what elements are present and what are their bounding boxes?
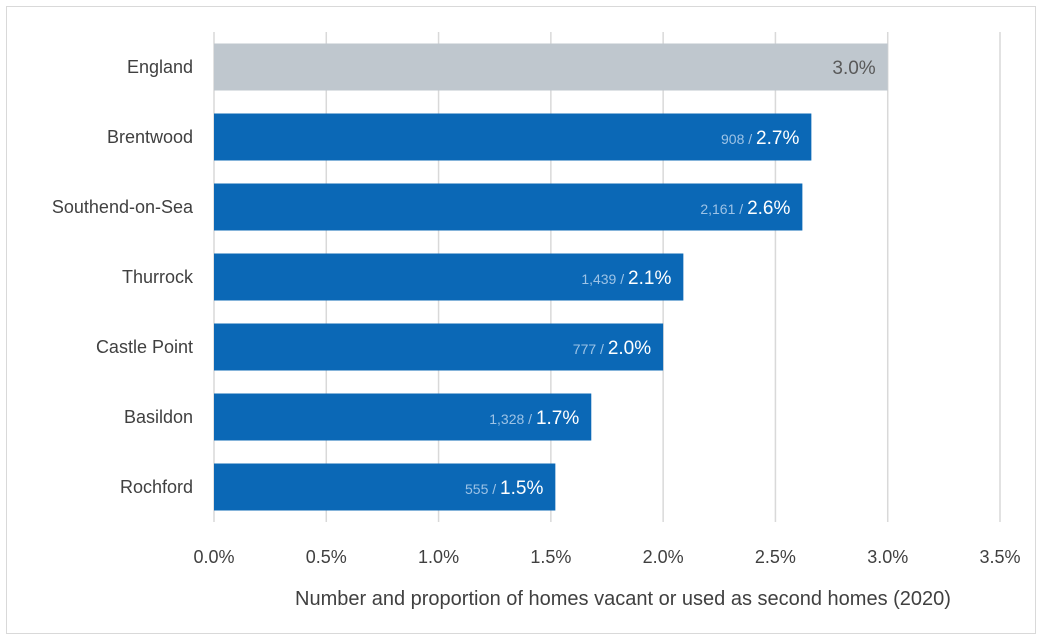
percent-label: 2.0% [608, 338, 651, 359]
percent-label: 2.1% [628, 268, 671, 289]
bar-england [214, 43, 888, 91]
data-label: 3.0% [832, 58, 875, 79]
x-tick-label: 1.5% [530, 547, 571, 567]
percent-label: 2.7% [756, 128, 799, 149]
count-label: 908 [721, 131, 745, 147]
count-label: 2,161 [700, 201, 735, 217]
data-label: 555 / 1.5% [465, 478, 543, 499]
category-label: Brentwood [107, 127, 193, 147]
bar-thurrock [214, 253, 684, 301]
count-label: 777 [573, 341, 597, 357]
label-separator: / [735, 201, 747, 217]
data-label: 1,328 / 1.7% [489, 408, 579, 429]
label-separator: / [596, 341, 608, 357]
x-tick-label: 2.5% [755, 547, 796, 567]
bar-rochford [214, 463, 556, 511]
percent-label: 2.6% [747, 198, 790, 219]
count-label: 1,439 [581, 271, 616, 287]
x-tick-label: 3.0% [867, 547, 908, 567]
bars [214, 43, 888, 511]
x-tick-label: 1.0% [418, 547, 459, 567]
count-label: 555 [465, 481, 489, 497]
x-tick-label: 0.5% [306, 547, 347, 567]
category-label: England [127, 57, 193, 77]
data-label: 777 / 2.0% [573, 338, 651, 359]
label-separator: / [744, 131, 756, 147]
percent-label: 3.0% [832, 58, 875, 79]
bar-castle-point [214, 323, 664, 371]
category-labels: England Brentwood Southend-on-Sea Thurrock C… [52, 57, 194, 497]
chart-frame [6, 6, 1036, 634]
data-label: 2,161 / 2.6% [700, 198, 790, 219]
data-label: 1,439 / 2.1% [581, 268, 671, 289]
count-label: 1,328 [489, 411, 524, 427]
category-label: Basildon [124, 407, 193, 427]
label-separator: / [488, 481, 500, 497]
label-separator: / [616, 271, 628, 287]
percent-label: 1.7% [536, 408, 579, 429]
x-tick-label: 0.0% [193, 547, 234, 567]
bar-southend-on-sea [214, 183, 803, 231]
label-separator: / [524, 411, 536, 427]
x-tick-labels: 0.0% 0.5% 1.0% 1.5% 2.0% 2.5% 3.0% 3.5% [193, 547, 1020, 567]
category-label: Rochford [120, 477, 193, 497]
x-tick-label: 3.5% [979, 547, 1020, 567]
bar-basildon [214, 393, 592, 441]
bar-brentwood [214, 113, 812, 161]
x-axis-label: Number and proportion of homes vacant or… [295, 588, 951, 610]
data-labels: 3.0% 908 / 2.7% 2,161 / 2.6% 1,439 / 2.1% 77… [465, 58, 876, 499]
x-tick-label: 2.0% [643, 547, 684, 567]
percent-label: 1.5% [500, 478, 543, 499]
data-label: 908 / 2.7% [721, 128, 799, 149]
category-label: Southend-on-Sea [52, 197, 194, 217]
category-label: Thurrock [122, 267, 194, 287]
category-label: Castle Point [96, 337, 193, 357]
